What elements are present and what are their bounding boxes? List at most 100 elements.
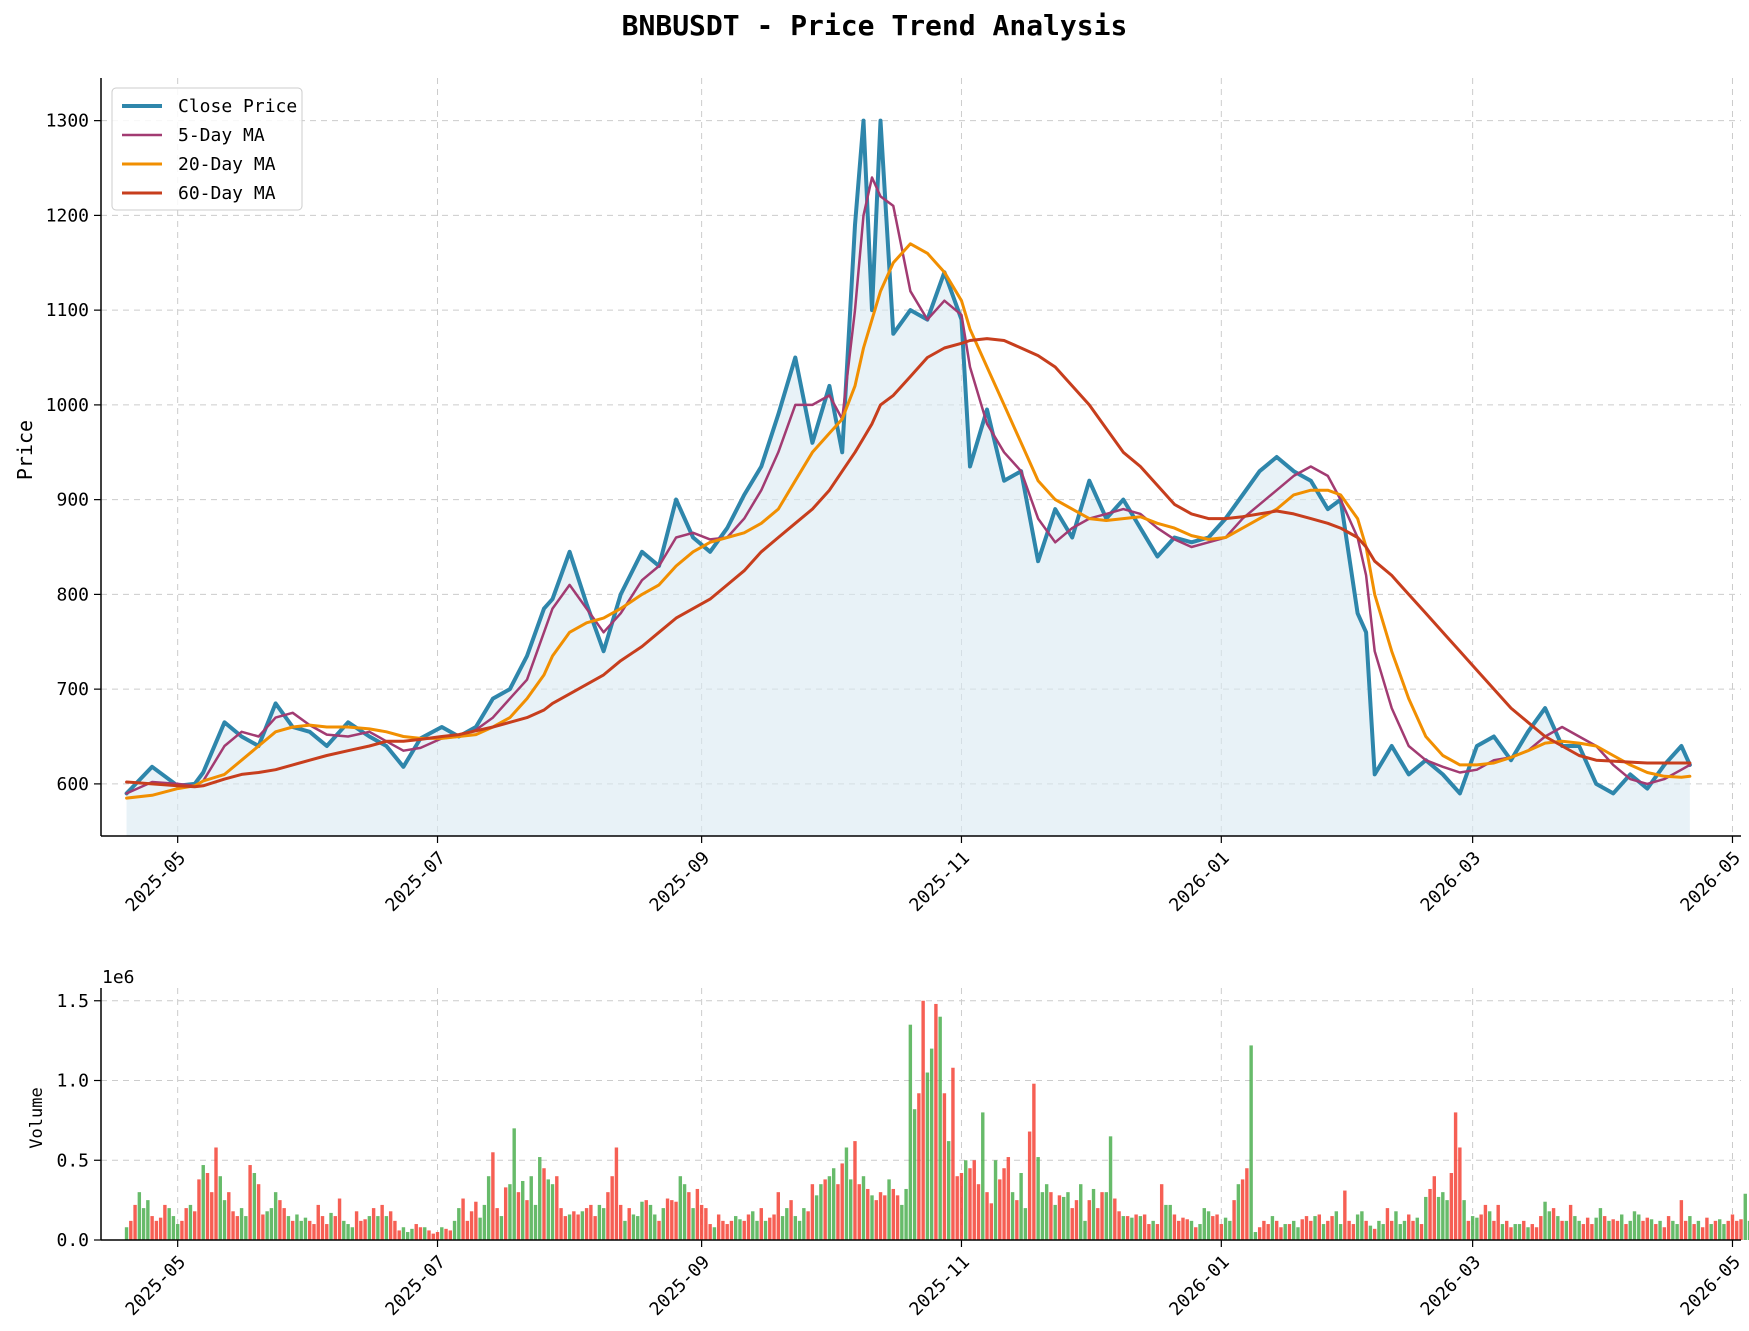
volume-bar <box>1718 1219 1722 1240</box>
vol-y-tick-label: 1.0 <box>56 1071 89 1092</box>
volume-bar <box>1679 1200 1684 1240</box>
volume-bar <box>414 1224 418 1240</box>
volume-bar <box>1044 1184 1049 1240</box>
volume-bar <box>354 1211 359 1240</box>
volume-bar <box>278 1200 282 1240</box>
volume-bar <box>167 1208 171 1240</box>
volume-bar <box>1334 1211 1339 1240</box>
volume-bar <box>1671 1220 1675 1240</box>
price-y-tick-label: 1300 <box>46 111 89 132</box>
volume-bar <box>1556 1216 1560 1240</box>
volume-bar <box>474 1201 478 1240</box>
volume-bar <box>1743 1193 1747 1240</box>
volume-bar <box>742 1220 746 1240</box>
volume-bar <box>435 1232 440 1240</box>
volume-bar <box>895 1195 900 1240</box>
volume-bar <box>797 1220 802 1240</box>
volume-bar <box>1142 1214 1147 1240</box>
volume-bar <box>827 1176 832 1240</box>
volume-bar <box>227 1192 231 1240</box>
volume-bar <box>342 1220 346 1240</box>
volume-bar <box>1155 1224 1160 1240</box>
close-price-fill <box>126 120 1690 836</box>
volume-bar <box>934 1003 938 1240</box>
volume-bar <box>1607 1220 1611 1240</box>
volume-bar <box>1096 1208 1100 1240</box>
volume-bar <box>1394 1211 1398 1240</box>
price-y-tick-label: 1200 <box>46 205 89 226</box>
volume-bar <box>1696 1220 1701 1240</box>
volume-bar <box>231 1211 235 1240</box>
volume-bar <box>1436 1196 1441 1240</box>
volume-bar <box>1125 1216 1130 1240</box>
volume-bar <box>218 1176 222 1240</box>
volume-bar <box>431 1233 435 1240</box>
volume-bar <box>772 1214 776 1240</box>
volume-bar <box>1453 1112 1458 1240</box>
volume-bar <box>904 1188 908 1240</box>
legend-label: 60-Day MA <box>178 183 276 204</box>
volume-bar <box>210 1192 214 1240</box>
volume-bar <box>567 1214 572 1240</box>
vol-x-tick-label: 2025-05 <box>122 1252 190 1320</box>
volume-bar <box>921 1000 925 1240</box>
vol-y-tick-label: 0.5 <box>56 1150 89 1171</box>
volume-bar <box>1649 1219 1654 1240</box>
volume-bar <box>1130 1217 1134 1240</box>
volume-bar <box>1385 1208 1390 1240</box>
price-x-ticks: 2025-05 2025-07 2025-09 2025-11 2026-01 2026-… <box>122 836 1745 916</box>
volume-bar <box>1692 1224 1696 1240</box>
volume-bar <box>469 1211 474 1240</box>
volume-bar <box>193 1211 197 1240</box>
volume-bar <box>397 1230 401 1240</box>
volume-bar <box>1739 1219 1743 1240</box>
volume-bar <box>427 1230 431 1240</box>
volume-bar <box>286 1216 291 1240</box>
volume-bar <box>329 1212 333 1240</box>
volume-bar <box>401 1227 406 1240</box>
volume-bar <box>929 1048 934 1240</box>
volume-bar <box>325 1224 329 1240</box>
volume-bar <box>269 1208 274 1240</box>
volume-bar <box>282 1208 286 1240</box>
price-y-tick-label: 1100 <box>46 300 89 321</box>
volume-bar <box>938 1016 942 1240</box>
ma20-line <box>125 242 1692 800</box>
volume-bar <box>1428 1188 1432 1240</box>
volume-bar <box>1539 1216 1543 1240</box>
vol-x-tick-label: 2025-11 <box>905 1252 973 1320</box>
volume-bar <box>546 1179 550 1240</box>
volume-bar <box>1070 1208 1074 1240</box>
volume-bar <box>670 1200 674 1240</box>
volume-bar <box>819 1184 823 1240</box>
volume-bar <box>1662 1227 1667 1240</box>
volume-bar <box>1526 1227 1530 1240</box>
volume-bar <box>1470 1216 1475 1240</box>
volume-bar <box>180 1220 184 1240</box>
volume-bar <box>1108 1136 1113 1240</box>
volume-bar <box>1027 1131 1032 1240</box>
volume-bar <box>964 1160 968 1240</box>
volume-bar <box>1168 1204 1172 1240</box>
volume-bar <box>133 1204 137 1240</box>
volume-bar <box>1424 1196 1428 1240</box>
volume-bar <box>508 1184 512 1240</box>
volume-bar <box>1594 1217 1598 1240</box>
volume-bar <box>1530 1224 1534 1240</box>
volume-bar <box>1036 1157 1040 1240</box>
volume-bar <box>887 1179 891 1240</box>
volume-bar <box>1019 1173 1023 1240</box>
volume-bar <box>1730 1214 1735 1240</box>
volume-bar <box>1304 1216 1309 1240</box>
volume-bar <box>1645 1217 1649 1240</box>
volume-bar <box>695 1188 700 1240</box>
volume-bar <box>559 1208 563 1240</box>
volume-bar <box>985 1192 989 1240</box>
volume-bar <box>1407 1214 1411 1240</box>
legend-label: 5-Day MA <box>178 125 265 146</box>
volume-bar <box>1568 1204 1573 1240</box>
volume-axes <box>100 988 1741 1241</box>
volume-bar <box>699 1204 704 1240</box>
volume-bar <box>1475 1217 1479 1240</box>
